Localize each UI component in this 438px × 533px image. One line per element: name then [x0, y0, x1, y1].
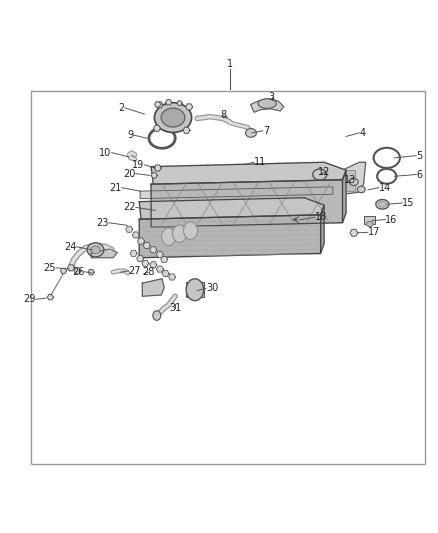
Text: 3: 3 — [268, 92, 275, 102]
Text: 22: 22 — [123, 203, 136, 212]
Text: 16: 16 — [385, 215, 398, 224]
Text: 20: 20 — [124, 168, 136, 179]
Text: 6: 6 — [416, 169, 422, 180]
Ellipse shape — [162, 228, 176, 246]
Polygon shape — [156, 252, 163, 258]
Text: 19: 19 — [132, 160, 145, 170]
Ellipse shape — [376, 199, 389, 209]
Text: 15: 15 — [402, 198, 414, 208]
Text: 5: 5 — [416, 151, 422, 160]
Ellipse shape — [245, 128, 257, 138]
Polygon shape — [142, 261, 149, 266]
Text: 7: 7 — [263, 126, 269, 136]
Text: 1: 1 — [227, 59, 233, 69]
Polygon shape — [138, 238, 145, 244]
Ellipse shape — [350, 179, 358, 185]
Bar — [334, 170, 355, 191]
Polygon shape — [343, 170, 346, 223]
Polygon shape — [143, 243, 150, 248]
Polygon shape — [132, 232, 139, 238]
Polygon shape — [166, 100, 172, 105]
Polygon shape — [47, 295, 53, 300]
Text: 27: 27 — [128, 266, 141, 276]
Text: 10: 10 — [99, 148, 112, 158]
Bar — [31, 91, 425, 464]
Text: 9: 9 — [127, 130, 134, 140]
Bar — [186, 282, 204, 297]
Polygon shape — [321, 205, 324, 253]
Ellipse shape — [186, 279, 204, 301]
Polygon shape — [137, 256, 144, 262]
Polygon shape — [156, 102, 163, 108]
Text: 21: 21 — [110, 183, 122, 192]
Ellipse shape — [184, 222, 198, 239]
Text: 25: 25 — [43, 263, 56, 273]
Ellipse shape — [91, 246, 100, 254]
Polygon shape — [142, 279, 164, 296]
Text: 14: 14 — [379, 183, 391, 192]
Polygon shape — [153, 125, 160, 131]
Polygon shape — [139, 215, 321, 258]
Polygon shape — [151, 180, 343, 227]
Polygon shape — [139, 198, 324, 219]
Text: 30: 30 — [206, 284, 218, 293]
Polygon shape — [328, 162, 366, 197]
Polygon shape — [177, 101, 182, 106]
Polygon shape — [151, 173, 157, 178]
Ellipse shape — [161, 108, 185, 127]
Text: 23: 23 — [96, 217, 109, 228]
Ellipse shape — [366, 221, 373, 227]
Text: 24: 24 — [64, 242, 77, 252]
Ellipse shape — [258, 99, 276, 108]
Polygon shape — [74, 268, 81, 274]
Text: 4: 4 — [359, 128, 365, 138]
Polygon shape — [155, 102, 161, 107]
Polygon shape — [88, 270, 94, 275]
Text: 31: 31 — [169, 303, 181, 313]
Polygon shape — [150, 247, 157, 253]
Text: 28: 28 — [142, 267, 154, 277]
Ellipse shape — [173, 225, 187, 243]
Polygon shape — [161, 256, 168, 263]
Polygon shape — [151, 162, 346, 184]
Text: 17: 17 — [368, 228, 380, 237]
Polygon shape — [154, 165, 161, 171]
Polygon shape — [183, 127, 190, 133]
Polygon shape — [169, 274, 176, 280]
Polygon shape — [140, 187, 333, 199]
Text: 29: 29 — [24, 294, 36, 304]
Polygon shape — [91, 249, 117, 258]
Text: 26: 26 — [72, 266, 85, 277]
Ellipse shape — [153, 311, 161, 320]
Polygon shape — [186, 104, 193, 110]
Polygon shape — [67, 265, 74, 271]
Polygon shape — [126, 226, 133, 232]
Polygon shape — [60, 268, 67, 273]
Polygon shape — [350, 229, 358, 236]
Text: 13: 13 — [344, 175, 357, 185]
Text: 12: 12 — [318, 167, 330, 177]
Text: 8: 8 — [220, 110, 226, 120]
Text: 11: 11 — [254, 157, 266, 167]
Text: 2: 2 — [119, 103, 125, 113]
Polygon shape — [162, 270, 169, 277]
Ellipse shape — [154, 103, 192, 133]
Bar — [364, 216, 375, 223]
Polygon shape — [130, 251, 137, 256]
Text: 18: 18 — [314, 213, 327, 222]
Polygon shape — [150, 262, 157, 268]
PathPatch shape — [251, 99, 284, 112]
Polygon shape — [156, 266, 163, 272]
Ellipse shape — [378, 201, 386, 207]
Ellipse shape — [357, 186, 365, 193]
Ellipse shape — [87, 243, 104, 257]
